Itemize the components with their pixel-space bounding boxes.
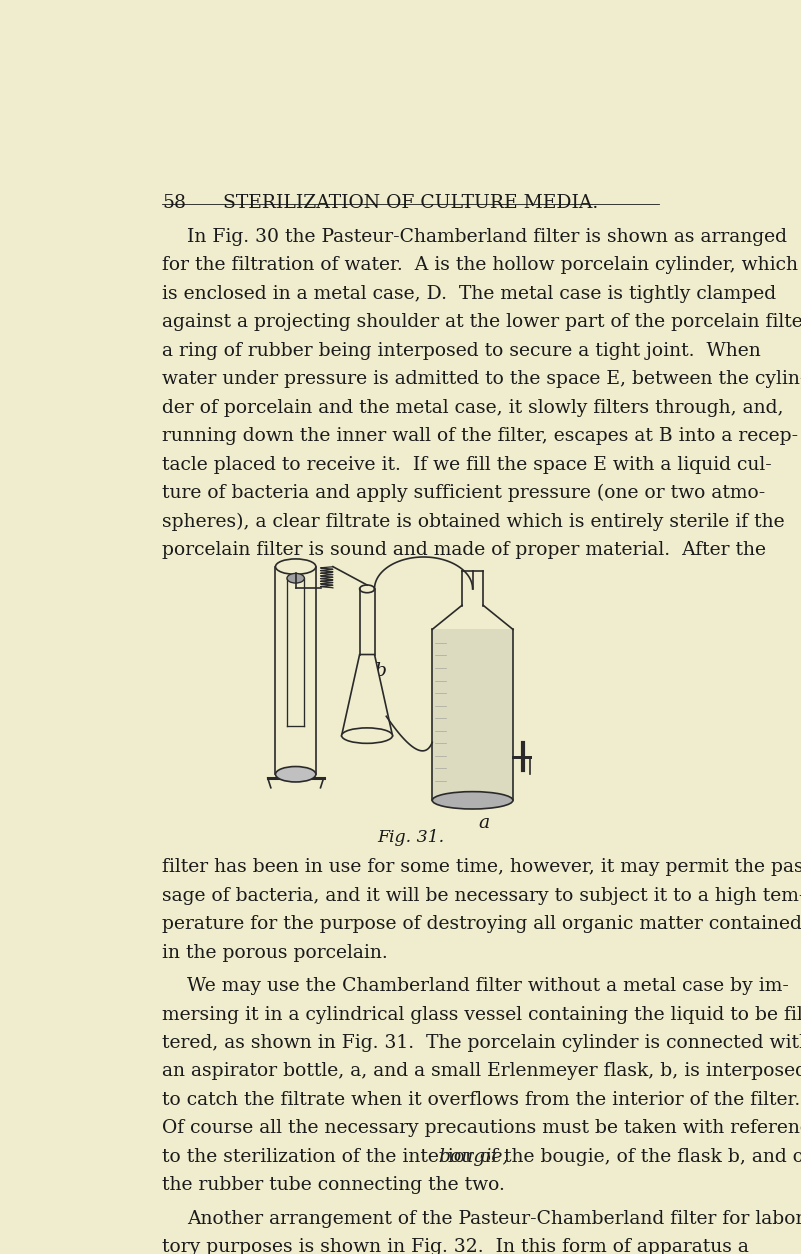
Text: b: b	[375, 662, 387, 680]
Polygon shape	[341, 655, 392, 736]
Text: sage of bacteria, and it will be necessary to subject it to a high tem-: sage of bacteria, and it will be necessa…	[162, 887, 801, 904]
Bar	[276, 567, 316, 774]
Text: running down the inner wall of the filter, escapes at B into a recep-: running down the inner wall of the filte…	[162, 428, 799, 445]
Text: for the filtration of water.  A is the hollow porcelain cylinder, which: for the filtration of water. A is the ho…	[162, 256, 799, 275]
Text: perature for the purpose of destroying all organic matter contained: perature for the purpose of destroying a…	[162, 915, 801, 933]
Text: In Fig. 30 the Pasteur-Chamberland filter is shown as arranged: In Fig. 30 the Pasteur-Chamberland filte…	[187, 228, 787, 246]
Text: water under pressure is admitted to the space E, between the cylin-: water under pressure is admitted to the …	[162, 370, 801, 389]
Text: tered, as shown in Fig. 31.  The porcelain cylinder is connected with: tered, as shown in Fig. 31. The porcelai…	[162, 1035, 801, 1052]
Ellipse shape	[287, 573, 304, 583]
Text: Of course all the necessary precautions must be taken with reference: Of course all the necessary precautions …	[162, 1120, 801, 1137]
Ellipse shape	[341, 727, 392, 744]
Text: der of porcelain and the metal case, it slowly filters through, and,: der of porcelain and the metal case, it …	[162, 399, 783, 416]
Ellipse shape	[276, 766, 316, 782]
Text: in the porous porcelain.: in the porous porcelain.	[162, 944, 388, 962]
Text: the rubber tube connecting the two.: the rubber tube connecting the two.	[162, 1176, 505, 1194]
Text: bougie,: bougie,	[438, 1147, 509, 1166]
Text: 58: 58	[162, 194, 186, 212]
Ellipse shape	[433, 791, 513, 809]
Text: tacle placed to receive it.  If we fill the space E with a liquid cul-: tacle placed to receive it. If we fill t…	[162, 455, 772, 474]
Text: an aspirator bottle, a, and a small Erlenmeyer flask, b, is interposed: an aspirator bottle, a, and a small Erle…	[162, 1062, 801, 1081]
Text: a ring of rubber being interposed to secure a tight joint.  When: a ring of rubber being interposed to sec…	[162, 341, 761, 360]
Text: Fig. 31.: Fig. 31.	[377, 829, 444, 846]
Text: against a projecting shoulder at the lower part of the porcelain filter,: against a projecting shoulder at the low…	[162, 314, 801, 331]
Text: STERILIZATION OF CULTURE MEDIA.: STERILIZATION OF CULTURE MEDIA.	[223, 194, 598, 212]
Text: We may use the Chamberland filter without a metal case by im-: We may use the Chamberland filter withou…	[187, 977, 789, 994]
Text: filter has been in use for some time, however, it may permit the pas-: filter has been in use for some time, ho…	[162, 858, 801, 877]
Text: ture of bacteria and apply sufficient pressure (one or two atmo-: ture of bacteria and apply sufficient pr…	[162, 484, 766, 503]
Text: bougie,: bougie,	[438, 1147, 509, 1166]
Text: porcelain filter is sound and made of proper material.  After the: porcelain filter is sound and made of pr…	[162, 540, 767, 559]
Text: mersing it in a cylindrical glass vessel containing the liquid to be fil-: mersing it in a cylindrical glass vessel…	[162, 1006, 801, 1023]
Text: spheres), a clear filtrate is obtained which is entirely sterile if the: spheres), a clear filtrate is obtained w…	[162, 513, 785, 530]
Text: to the sterilization of the interior of the bougie, of the flask b, and of: to the sterilization of the interior of …	[162, 1147, 801, 1166]
Bar	[433, 630, 513, 800]
Text: Another arrangement of the Pasteur-Chamberland filter for labora-: Another arrangement of the Pasteur-Chamb…	[187, 1210, 801, 1228]
Text: to catch the filtrate when it overflows from the interior of the filter.: to catch the filtrate when it overflows …	[162, 1091, 800, 1109]
Text: a: a	[479, 814, 490, 831]
Text: is enclosed in a metal case, D.  The metal case is tightly clamped: is enclosed in a metal case, D. The meta…	[162, 285, 776, 302]
Text: tory purposes is shown in Fig. 32.  In this form of apparatus a: tory purposes is shown in Fig. 32. In th…	[162, 1238, 749, 1254]
